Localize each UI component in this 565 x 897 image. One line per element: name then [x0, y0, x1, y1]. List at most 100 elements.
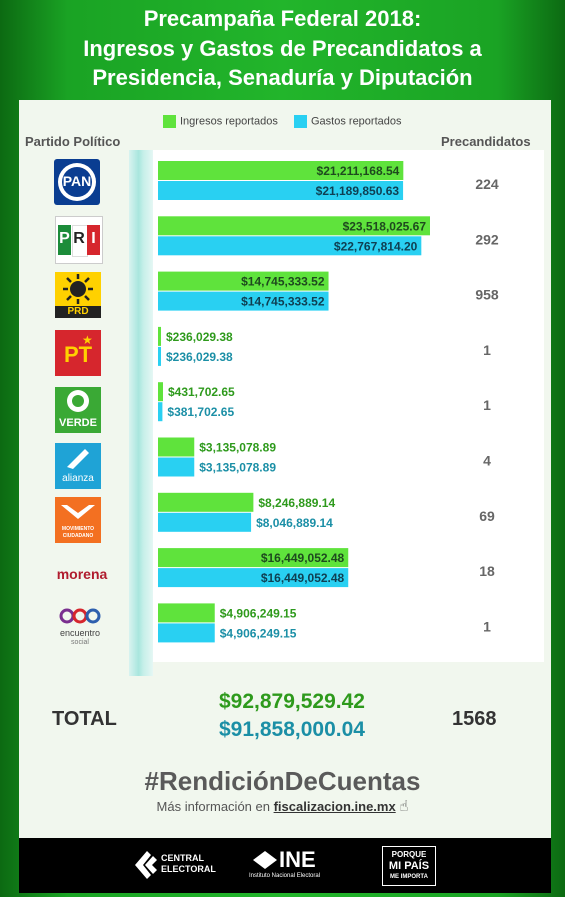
- bar-gastos-encuentro-social: [158, 623, 215, 643]
- central-text: CENTRAL: [161, 853, 204, 863]
- verde-logo: VERDE: [55, 387, 101, 433]
- alianza-swoosh-icon: [67, 449, 89, 469]
- legend-gastos-label: Gastos reportados: [311, 115, 402, 128]
- verde-logo-text: VERDE: [59, 417, 97, 429]
- mc-logo-line1: MOVIMIENTO: [61, 526, 95, 532]
- label-gastos-pri: $22,767,814.20: [334, 239, 418, 253]
- prd-logo: PRD: [55, 272, 101, 318]
- info-line: Más información en fiscalizacion.ine.mx …: [0, 797, 565, 815]
- label-ingresos-morena: $16,449,052.48: [261, 551, 345, 565]
- precandidatos-alianza: 4: [483, 453, 491, 469]
- legend-gastos: Gastos reportados: [294, 115, 402, 128]
- candidates-column-header: Precandidatos: [441, 134, 531, 149]
- es-logo: encuentro social: [55, 607, 105, 653]
- candidates-column: [430, 150, 544, 662]
- bar-ingresos-pan: [158, 161, 404, 180]
- hashtag: #RendiciónDeCuentas: [144, 766, 421, 796]
- morena-logo: morena: [55, 552, 108, 598]
- sun-icon: [63, 274, 93, 304]
- precandidatos-pan: 224: [475, 176, 499, 192]
- label-ingresos-verde: $431,702.65: [168, 385, 235, 399]
- bar-ingresos-pri: [158, 216, 430, 236]
- es-people-icon: [59, 608, 101, 624]
- total-gastos: $91,858,000.04: [219, 718, 365, 741]
- ine-mark-icon: [253, 851, 277, 869]
- prd-logo-text: PRD: [55, 306, 101, 318]
- pt-logo: ★ PT: [55, 330, 101, 376]
- pm-line2: MI PAÍS: [388, 860, 430, 872]
- bar-gastos-movimiento-ciudadano: [158, 512, 252, 532]
- mc-logo-line2: CIUDADANO: [62, 533, 94, 539]
- bar-ingresos-pt: [158, 326, 161, 346]
- label-ingresos-alianza: $3,135,078.89: [199, 441, 276, 455]
- info-link[interactable]: fiscalizacion.ine.mx: [273, 799, 396, 814]
- total-ingresos: $92,879,529.42: [219, 690, 365, 713]
- label-ingresos-pt: $236,029.38: [166, 330, 233, 344]
- label-ingresos-pan: $21,211,168.54: [317, 164, 400, 178]
- alianza-logo-text: alianza: [62, 473, 94, 484]
- pri-logo-r: R: [73, 230, 85, 247]
- mc-logo: MOVIMIENTO CIUDADANO: [55, 497, 101, 543]
- bar-gastos-morena: [158, 568, 349, 588]
- title-line-3: Presidencia, Senaduría y Diputación: [92, 65, 473, 90]
- bar-gastos-pan: [158, 181, 404, 200]
- bar-ingresos-encuentro-social: [158, 603, 215, 623]
- precandidatos-prd: 958: [475, 287, 499, 303]
- es-logo-line2: social: [71, 639, 89, 646]
- precandidatos-morena: 18: [479, 563, 495, 579]
- precandidatos-verde: 1: [483, 397, 491, 413]
- bar-ingresos-movimiento-ciudadano: [158, 492, 254, 512]
- eagle-icon: [61, 505, 95, 519]
- label-gastos-alianza: $3,135,078.89: [199, 461, 276, 475]
- pri-logo-p: P: [59, 230, 70, 247]
- label-ingresos-movimiento-ciudadano: $8,246,889.14: [258, 496, 335, 510]
- footer: CENTRAL ELECTORAL INE Instituto Nacional…: [19, 838, 551, 893]
- pan-logo-text: PAN: [62, 173, 92, 189]
- label-ingresos-pri: $23,518,025.67: [343, 219, 427, 233]
- title-line-1: Precampaña Federal 2018:: [143, 6, 422, 31]
- bar-ingresos-prd: [158, 271, 329, 291]
- legend-ingresos-swatch: [163, 115, 176, 128]
- ine-subtitle: Instituto Nacional Electoral: [249, 873, 321, 879]
- electoral-text: ELECTORAL: [161, 864, 216, 874]
- es-logo-line1: encuentro: [59, 628, 101, 638]
- alianza-logo: alianza: [55, 443, 101, 489]
- legend-ingresos: Ingresos reportados: [163, 115, 278, 128]
- central-electoral-icon: [135, 851, 157, 879]
- bar-gastos-prd: [158, 291, 329, 311]
- label-gastos-prd: $14,745,333.52: [241, 295, 325, 309]
- bar-ingresos-alianza: [158, 437, 195, 457]
- porque-mi-pais-badge: PORQUE MI PAÍS ME IMPORTA: [382, 846, 436, 886]
- info-prefix: Más información en: [156, 799, 274, 814]
- morena-logo-text: morena: [56, 566, 108, 582]
- precandidatos-encuentro-social: 1: [483, 618, 491, 634]
- total-precandidatos: 1568: [452, 708, 497, 730]
- label-gastos-movimiento-ciudadano: $8,046,889.14: [256, 516, 333, 530]
- pri-logo: P R I: [55, 216, 103, 264]
- bar-gastos-pt: [158, 346, 161, 366]
- precandidatos-movimiento-ciudadano: 69: [479, 508, 495, 524]
- label-gastos-pt: $236,029.38: [166, 350, 233, 364]
- total-label: TOTAL: [52, 708, 117, 730]
- label-gastos-morena: $16,449,052.48: [261, 571, 345, 585]
- pt-logo-text: PT: [63, 342, 93, 367]
- pri-logo-i: I: [91, 230, 96, 247]
- bar-ingresos-morena: [158, 548, 349, 568]
- bar-ingresos-verde: [158, 382, 163, 402]
- pan-logo: PAN: [54, 159, 100, 205]
- ine-text: INE: [279, 847, 316, 872]
- pm-line3: ME IMPORTA: [390, 874, 428, 880]
- bar-gastos-alianza: [158, 457, 195, 477]
- axis-band: [129, 150, 153, 676]
- hand-pointer-icon: ☝: [399, 798, 409, 815]
- party-column-header: Partido Político: [25, 134, 121, 149]
- legend-ingresos-label: Ingresos reportados: [180, 115, 278, 128]
- bar-gastos-pri: [158, 236, 422, 256]
- label-ingresos-prd: $14,745,333.52: [241, 275, 325, 289]
- precandidatos-pt: 1: [483, 342, 491, 358]
- precandidatos-pri: 292: [475, 231, 499, 247]
- label-gastos-encuentro-social: $4,906,249.15: [220, 626, 297, 640]
- toucan-icon: [72, 395, 84, 407]
- label-gastos-pan: $21,189,850.63: [316, 184, 400, 198]
